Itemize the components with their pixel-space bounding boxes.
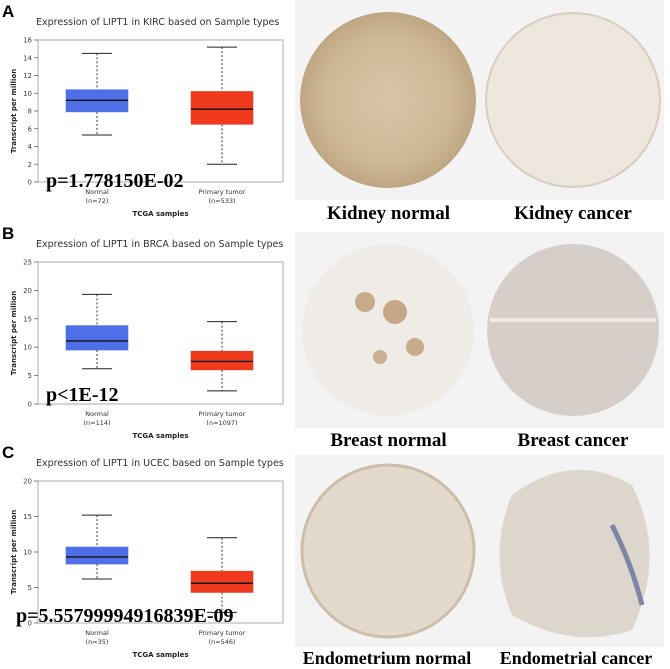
tissue-image-endometrium-normal — [295, 455, 482, 647]
panel-letter-b: B — [2, 224, 15, 243]
y-tick-label: 10 — [23, 344, 32, 352]
box-normal — [65, 325, 129, 351]
box-tumor — [190, 350, 254, 371]
y-tick-label: 2 — [28, 161, 32, 169]
y-axis-label: Transcript per million — [10, 291, 18, 375]
y-tick-label: 8 — [28, 108, 32, 116]
x-tick-label: Normal — [85, 410, 109, 418]
x-tick-n-label: (n=35) — [86, 638, 109, 646]
x-tick-n-label: (n=533) — [208, 197, 235, 205]
y-tick-label: 10 — [23, 549, 32, 557]
x-tick-label: Normal — [85, 629, 109, 637]
panel-letter-a: A — [2, 2, 15, 21]
x-axis-label: TCGA samples — [132, 210, 188, 218]
chart-title: Expression of LIPT1 in UCEC based on Sam… — [36, 458, 284, 469]
panel-letter-c: C — [2, 443, 15, 462]
y-tick-label: 6 — [28, 125, 33, 133]
label-kidney-normal: Kidney normal — [327, 203, 450, 224]
y-tick-label: 15 — [23, 513, 32, 521]
y-tick-label: 4 — [28, 143, 33, 151]
x-tick-n-label: (n=72) — [86, 197, 109, 205]
tissue-core-endometrial-cancer — [499, 469, 650, 638]
tissue-image-breast-cancer — [482, 232, 664, 428]
y-tick-label: 25 — [23, 259, 32, 267]
box-normal — [65, 546, 129, 565]
tissue-image-kidney-cancer — [482, 0, 664, 200]
x-tick-label: Normal — [85, 188, 109, 196]
y-tick-label: 0 — [28, 620, 32, 628]
label-endometrial-cancer: Endometrial cancer — [499, 648, 653, 668]
box-tumor — [190, 91, 254, 125]
tissue-core-kidney-normal — [300, 12, 476, 188]
y-tick-label: 0 — [28, 401, 32, 409]
boxplot-ucec: Expression of LIPT1 in UCEC based on Sam… — [0, 441, 290, 661]
tissue-image-breast-normal — [295, 232, 482, 428]
boxplot-kirc-svg: Expression of LIPT1 in KIRC based on Sam… — [10, 17, 284, 218]
x-tick-n-label: (n=1097) — [206, 419, 237, 427]
y-tick-label: 5 — [28, 584, 32, 592]
y-tick-label: 16 — [23, 37, 32, 45]
chart-title: Expression of LIPT1 in KIRC based on Sam… — [36, 17, 279, 28]
y-tick-label: 20 — [23, 478, 32, 486]
y-tick-label: 15 — [23, 315, 32, 323]
x-tick-n-label: (n=114) — [83, 419, 110, 427]
label-breast-normal: Breast normal — [330, 430, 447, 451]
x-tick-label: Primary tumor — [199, 410, 246, 418]
y-tick-label: 10 — [23, 90, 32, 98]
box-tumor — [190, 570, 254, 593]
y-tick-label: 14 — [23, 54, 32, 62]
y-axis-label: Transcript per million — [10, 510, 18, 594]
tissue-core-endometrium-normal — [300, 463, 476, 639]
boxplot-brca: Expression of LIPT1 in BRCA based on Sam… — [0, 222, 290, 442]
chart-title: Expression of LIPT1 in BRCA based on Sam… — [36, 239, 283, 250]
x-axis-label: TCGA samples — [132, 432, 188, 440]
y-axis-label: Transcript per million — [10, 69, 18, 153]
y-tick-label: 0 — [28, 179, 32, 187]
x-tick-label: Primary tumor — [199, 629, 246, 637]
x-axis-label: TCGA samples — [132, 651, 188, 659]
pvalue-kirc: p=1.778150E-02 — [46, 170, 184, 192]
y-tick-label: 12 — [23, 72, 32, 80]
label-endometrium-normal: Endometrium normal — [302, 648, 472, 668]
boxplot-kirc: Expression of LIPT1 in KIRC based on Sam… — [0, 0, 290, 220]
x-tick-n-label: (n=546) — [208, 638, 235, 646]
tissue-core-kidney-cancer — [485, 12, 661, 188]
y-tick-label: 5 — [28, 372, 32, 380]
boxplot-brca-svg: Expression of LIPT1 in BRCA based on Sam… — [10, 239, 284, 440]
tissue-image-kidney-normal — [295, 0, 482, 200]
boxplot-ucec-svg: Expression of LIPT1 in UCEC based on Sam… — [10, 458, 284, 659]
pvalue-brca: p<1E-12 — [46, 384, 119, 406]
tissue-image-endometrial-cancer — [482, 455, 664, 647]
plot-frame — [37, 261, 284, 405]
tissue-core-breast-cancer — [487, 244, 659, 416]
label-breast-cancer: Breast cancer — [517, 430, 629, 451]
x-tick-label: Primary tumor — [199, 188, 246, 196]
y-tick-label: 20 — [23, 287, 32, 295]
tissue-core-breast-normal — [302, 244, 474, 416]
pvalue-ucec: p=5.55799994916839E-09 — [16, 605, 234, 627]
label-kidney-cancer: Kidney cancer — [514, 203, 632, 224]
